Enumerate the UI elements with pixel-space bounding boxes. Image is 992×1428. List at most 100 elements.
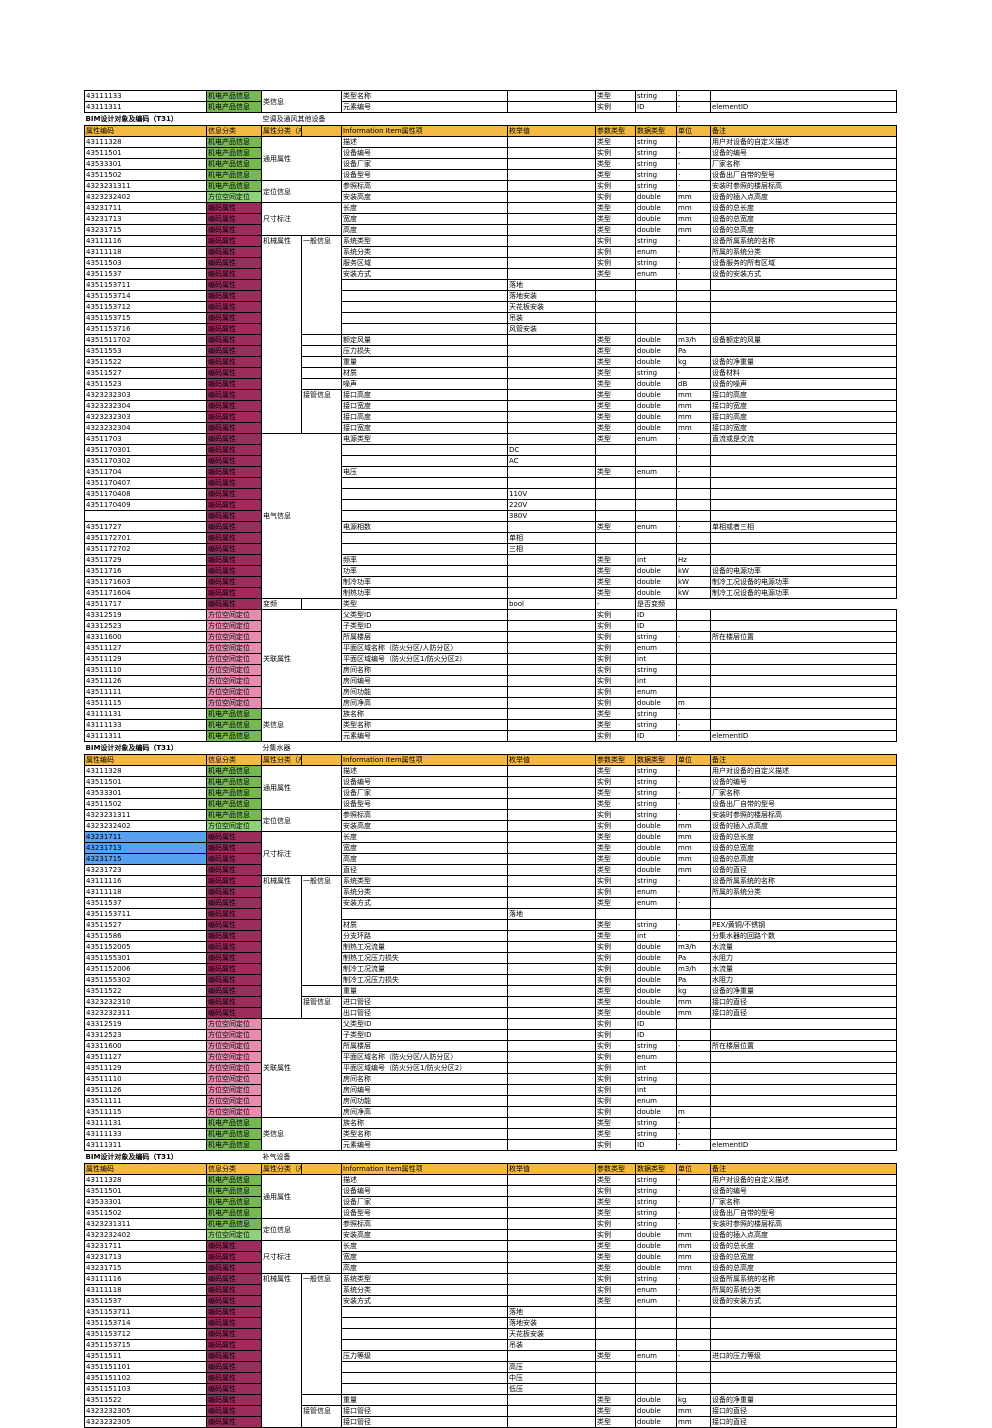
unit (676, 312, 711, 324)
table-row: 4323232303 编码属性 接口高度 类型 double mm 接口的高度 (84, 411, 897, 423)
attribute-code: 43511129 (84, 653, 207, 665)
parameter-type: 类型 (595, 1262, 636, 1274)
remark (710, 1328, 897, 1340)
unit: - (676, 875, 711, 887)
column-header: 枚举值 (507, 125, 596, 137)
info-category: 方位空间定位 (206, 1084, 262, 1096)
enum-value (507, 765, 596, 777)
data-type: string (635, 631, 677, 643)
enum-value (507, 719, 596, 731)
data-type: string (635, 169, 677, 181)
table-row: 4323232402 方位空间定位 安装高度 实例 double mm 设备的插入点高度 (84, 1229, 897, 1241)
info-category: 编码属性 (206, 886, 262, 898)
attribute-code: 43511704 (84, 466, 207, 478)
parameter-type (595, 1383, 636, 1395)
unit: Pa (676, 345, 711, 357)
enum-value (507, 169, 596, 181)
parameter-type: 实例 (595, 1273, 636, 1285)
info-category: 编码属性 (206, 1339, 262, 1351)
enum-value (507, 897, 596, 909)
remark (710, 543, 897, 555)
unit: - (676, 521, 711, 533)
data-type: double (635, 224, 677, 236)
table-row: 4351153715 编码属性 吊装 (84, 1339, 897, 1351)
remark (710, 455, 897, 467)
table-row: 4351153711 编码属性 落地 (84, 908, 897, 920)
remark (710, 477, 897, 489)
column-header: 信息分类 (206, 125, 262, 137)
parameter-type (595, 301, 636, 313)
info-category: 编码属性 (206, 433, 262, 445)
information-item: 宽度 (341, 213, 508, 225)
enum-value (301, 598, 342, 610)
unit (676, 279, 711, 291)
column-header: 信息分类 (206, 1163, 262, 1175)
parameter-type: 类型 (595, 930, 636, 942)
remark: PEX/黄铜/不锈钢 (710, 919, 897, 931)
data-type: double (635, 191, 677, 203)
information-item: 族名称 (341, 1117, 508, 1129)
parameter-type: 类型 (595, 996, 636, 1008)
data-type (635, 1339, 677, 1351)
information-item (341, 477, 508, 489)
attribute-group: 通用属性 (261, 1174, 342, 1219)
table-row: 4351153715 编码属性 吊装 (84, 312, 897, 324)
data-type: int (635, 930, 677, 942)
unit: dB (676, 378, 711, 390)
parameter-type: 实例 (595, 609, 636, 621)
column-header: 属性编码 (84, 125, 207, 137)
information-item (341, 1339, 508, 1351)
attribute-code: 4323232402 (84, 191, 207, 203)
parameter-type (595, 1317, 636, 1329)
column-header: 枚举值 (507, 754, 596, 766)
attribute-code: 43312519 (84, 1018, 207, 1030)
info-category: 机电产品信息 (206, 1196, 262, 1208)
remark: 厂家名称 (710, 158, 897, 170)
remark: 设备的直径 (710, 864, 897, 876)
enum-value (507, 147, 596, 159)
table-row: 4323232303 编码属性 接管信息 接口高度 类型 double mm 接口的高度 (84, 389, 897, 434)
enum-value (507, 809, 596, 821)
information-item: 平面区域编号（防火分区1/防火分区2） (341, 1062, 508, 1074)
information-item (341, 510, 508, 522)
column-header: 数据类型 (635, 1163, 677, 1175)
info-category: 编码属性 (206, 334, 262, 346)
info-category: 方位空间定位 (206, 664, 262, 676)
table-row: 43511115 方位空间定位 房间净高 实例 double m (84, 697, 897, 709)
column-header: 属性分类（产品） (261, 1163, 302, 1175)
remark (710, 897, 897, 909)
attribute-code: 4351171604 (84, 587, 207, 599)
unit (676, 455, 711, 467)
attribute-code: 43111311 (84, 101, 207, 113)
unit: - (676, 1284, 711, 1296)
information-item: 元素编号 (341, 1139, 508, 1151)
remark: 接口的直径 (710, 996, 897, 1008)
info-category: 机电产品信息 (206, 1139, 262, 1151)
information-item (341, 488, 508, 500)
enum-value: 低压 (507, 1383, 596, 1395)
remark: 水阻力 (710, 952, 897, 964)
parameter-type (595, 323, 636, 335)
parameter-type: 类型 (595, 389, 636, 401)
parameter-type: 实例 (595, 191, 636, 203)
information-item: 重量 (341, 985, 508, 997)
remark (710, 620, 897, 632)
remark: elementID (710, 730, 897, 742)
info-category: 机电产品信息 (206, 1207, 262, 1219)
table-row: 43511511 编码属性 压力等级 类型 enum - 进口的压力等级 (84, 1350, 897, 1362)
enum-value (507, 235, 596, 247)
attribute-subgroup: 接管信息 (301, 996, 342, 1019)
table-row: 43511126 方位空间定位 房间编号 实例 int (84, 675, 897, 687)
attribute-group: 类信息 (261, 708, 342, 742)
attribute-group: 尺寸标注 (261, 202, 342, 236)
enum-value (507, 90, 596, 102)
enum-value (507, 224, 596, 236)
parameter-type: 类型 (595, 798, 636, 810)
table-row: 4323232311 编码属性 出口管径 类型 double mm 接口的直径 (84, 1007, 897, 1019)
attribute-group: 尺寸标注 (261, 1240, 342, 1274)
info-category: 编码属性 (206, 853, 262, 865)
unit: - (676, 809, 711, 821)
information-item: 变频 (261, 598, 302, 610)
information-item: 元素编号 (341, 730, 508, 742)
enum-value (507, 389, 596, 401)
